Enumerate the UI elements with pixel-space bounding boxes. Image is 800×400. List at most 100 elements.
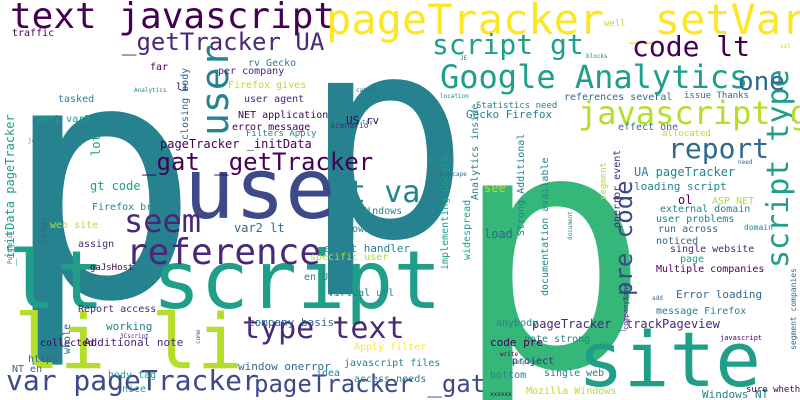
word: ol xyxy=(678,193,692,207)
word: assign xyxy=(78,239,114,250)
word: window onerror xyxy=(238,360,331,373)
word: web site xyxy=(50,220,98,231)
word: use xyxy=(184,140,336,238)
word: single web xyxy=(544,368,604,379)
word: error message xyxy=(232,122,310,133)
word: li xyxy=(176,82,188,93)
word: javascript files xyxy=(344,358,440,369)
word: pageTracker _gat xyxy=(254,370,485,398)
word: Mozilla Windows xyxy=(526,386,616,397)
word: issue Thanks xyxy=(684,91,749,101)
word: idea xyxy=(316,368,340,379)
word: far xyxy=(150,62,168,73)
word: one xyxy=(738,67,785,97)
word: well xyxy=(604,19,626,29)
word: message Firefox xyxy=(656,306,746,317)
word: scenario xyxy=(330,121,369,130)
word: pageTracker _initData xyxy=(160,137,312,151)
word: noticed xyxy=(656,236,698,247)
word: effect one xyxy=(618,122,678,133)
word: NT en xyxy=(12,364,42,375)
word: seem xyxy=(124,202,201,240)
word: ja xyxy=(28,137,36,144)
word: range xyxy=(39,217,49,244)
word: Analytics xyxy=(134,87,167,94)
word: rv Gecko xyxy=(248,58,296,69)
word: type text xyxy=(242,311,405,346)
word: Windows U xyxy=(328,224,382,235)
word: see xyxy=(484,181,506,195)
word: collected xyxy=(40,338,94,349)
word: external domain xyxy=(660,204,750,215)
word: US rv xyxy=(346,114,379,127)
word: gt var xyxy=(330,175,438,210)
word: U Windows xyxy=(348,206,402,217)
word: xxxxxx xyxy=(490,391,512,398)
word: sure whether xyxy=(746,385,800,395)
word: load xyxy=(484,227,513,241)
word: blocks xyxy=(586,53,608,60)
word: pre code xyxy=(610,180,638,296)
word: _gat _getTracker xyxy=(142,148,373,176)
word: script type xyxy=(761,69,796,268)
word: https xyxy=(28,354,58,365)
word: come xyxy=(195,329,202,344)
word: site xyxy=(578,315,761,400)
word: en US xyxy=(304,272,334,283)
word: p xyxy=(302,0,471,303)
word: _getTracker UA xyxy=(122,28,325,56)
word: implementing Google xyxy=(440,156,451,270)
word: whole xyxy=(62,324,73,354)
word: ASP NET xyxy=(712,196,754,207)
word: p xyxy=(2,0,201,374)
word: per company xyxy=(218,66,284,77)
word: Additional note xyxy=(84,336,183,349)
word: script gt xyxy=(432,28,584,61)
word: lot xyxy=(89,134,103,156)
word: Report access xyxy=(78,304,156,315)
word: references several xyxy=(564,92,672,103)
word: domain xyxy=(744,223,773,232)
word: closing body xyxy=(180,68,191,140)
word: var1 var2 xyxy=(36,114,90,125)
word: pageTracker _trackPageview xyxy=(532,317,721,331)
word: ssl xyxy=(780,43,791,50)
word: gaJsHost xyxy=(90,263,133,273)
word: Statistics need xyxy=(476,101,557,111)
word: Portfolio xyxy=(7,231,14,264)
word: Apply filter xyxy=(354,342,426,353)
word: webpage xyxy=(512,359,538,366)
word: document xyxy=(567,211,574,240)
word: reference xyxy=(126,232,321,273)
word: p xyxy=(452,60,651,400)
word: UA pageTracker xyxy=(634,165,735,179)
word: Google Analytics xyxy=(440,58,748,96)
word: segment xyxy=(599,162,609,200)
word: user problems xyxy=(656,214,734,225)
word: loading script xyxy=(634,180,727,193)
word: javascript xyxy=(720,334,762,342)
word: Windows NT xyxy=(702,388,769,400)
word: need xyxy=(738,159,753,166)
word: javascript gt xyxy=(578,94,800,132)
word: anybody xyxy=(496,318,538,329)
word: note strong xyxy=(524,334,590,345)
word: Analytics inside xyxy=(470,104,481,200)
word: unescape xyxy=(438,171,467,178)
word: traffic xyxy=(12,28,54,39)
word: Multiple companies xyxy=(656,264,764,275)
word: onerror event xyxy=(612,150,623,228)
word: gt code xyxy=(90,179,141,193)
word: _initData pageTracker xyxy=(3,114,17,266)
word: JE xyxy=(460,55,468,62)
word: companyName xyxy=(622,284,630,330)
word: nice xyxy=(122,384,146,395)
word: pageTracker _setVar xyxy=(326,0,800,44)
word: single website xyxy=(670,244,754,255)
word: Strong Additional xyxy=(516,134,527,236)
word: working xyxy=(106,320,152,333)
word: var pageTracker xyxy=(6,364,259,397)
word: catch xyxy=(356,87,374,94)
